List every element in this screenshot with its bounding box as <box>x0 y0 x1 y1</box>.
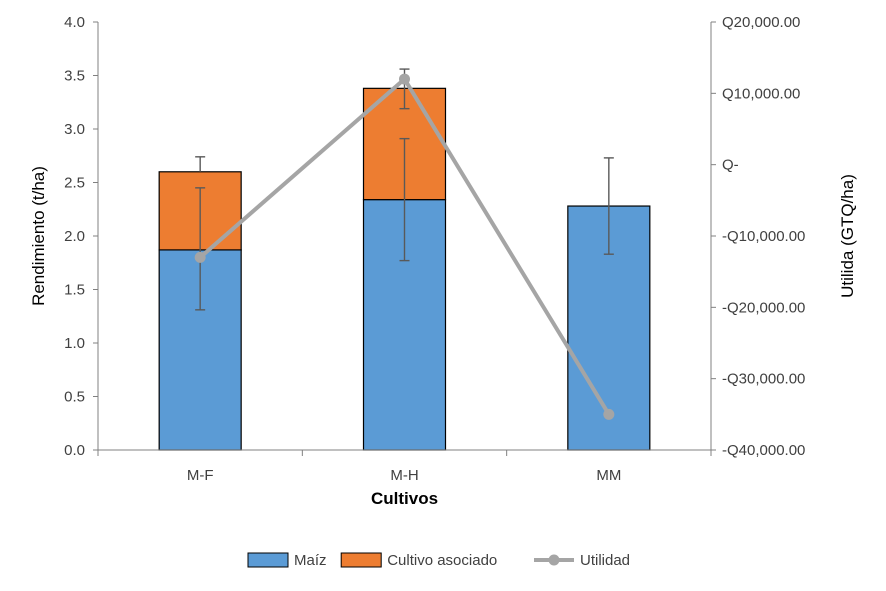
legend-item-cultivo-asociado: Cultivo asociado <box>340 552 497 569</box>
legend-label: Maíz <box>294 552 327 569</box>
legend-swatch <box>340 552 382 568</box>
y-left-tick-label: 4.0 <box>64 14 85 31</box>
y-right-tick-label: Q20,000.00 <box>722 14 800 31</box>
x-tick-label-m-f: M-F <box>187 467 214 484</box>
error-bar-mm-maíz <box>603 157 614 255</box>
y-left-tick-label: 0.5 <box>64 389 85 406</box>
y-right-tick-label: Q- <box>722 157 739 174</box>
x-axis-title: Cultivos <box>371 489 438 508</box>
legend-swatch <box>247 552 289 568</box>
y-left-tick-label: 1.0 <box>64 335 85 352</box>
error-bar-m-f-total <box>195 156 206 172</box>
y-right-tick-label: -Q30,000.00 <box>722 371 805 388</box>
y-right-tick-label: Q10,000.00 <box>722 85 800 102</box>
utilidad-point-mm <box>603 408 615 420</box>
utilidad-point-m-f <box>194 251 206 263</box>
x-tick-label-m-h: M-H <box>390 467 418 484</box>
y-right-tick-label: -Q40,000.00 <box>722 442 805 459</box>
y-right-tick-label: -Q10,000.00 <box>722 228 805 245</box>
utilidad-point-m-h <box>399 73 410 85</box>
y-right-tick-label: -Q20,000.00 <box>722 299 805 316</box>
legend-item-maiz: Maíz <box>247 552 327 569</box>
y-axis-right-title: Utilida (GTQ/ha) <box>838 174 857 298</box>
y-left-tick-label: 2.0 <box>64 228 85 245</box>
y-left-tick-label: 3.0 <box>64 121 85 138</box>
legend-item-utilidad: Utilidad <box>534 552 630 569</box>
legend-label: Utilidad <box>580 552 630 569</box>
y-left-tick-label: 0.0 <box>64 442 85 459</box>
y-axis-left-title: Rendimiento (t/ha) <box>29 166 48 306</box>
legend-marker <box>548 554 560 566</box>
y-left-tick-label: 2.5 <box>64 175 85 192</box>
x-tick-label-mm: MM <box>596 467 621 484</box>
error-bar-m-f-maíz <box>195 187 206 311</box>
legend-label: Cultivo asociado <box>387 552 497 569</box>
y-left-tick-label: 3.5 <box>64 68 85 85</box>
y-left-tick-label: 1.5 <box>64 282 85 299</box>
error-bar-m-h-maíz <box>399 137 410 262</box>
